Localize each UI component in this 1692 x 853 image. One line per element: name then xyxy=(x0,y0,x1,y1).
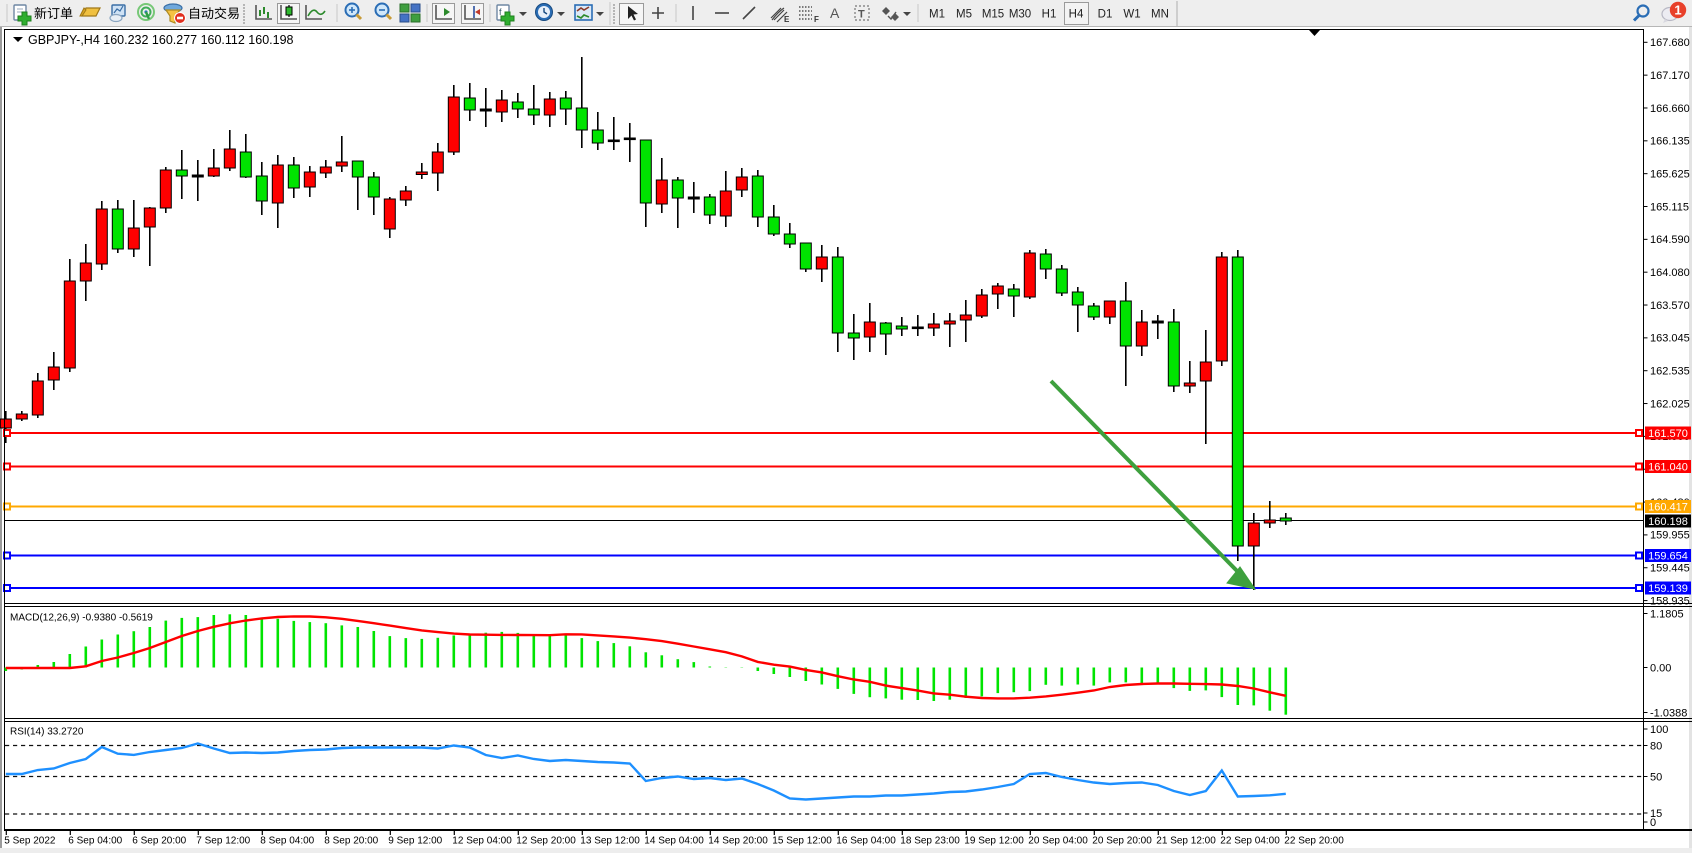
svg-text:M15: M15 xyxy=(982,9,1004,21)
svg-text:167.680: 167.680 xyxy=(1650,37,1690,49)
svg-text:158.935: 158.935 xyxy=(1650,595,1690,607)
svg-text:-1.0388: -1.0388 xyxy=(1650,707,1687,719)
svg-text:6 Sep 20:00: 6 Sep 20:00 xyxy=(132,836,186,847)
svg-text:6 Sep 04:00: 6 Sep 04:00 xyxy=(68,836,122,847)
svg-text:8 Sep 04:00: 8 Sep 04:00 xyxy=(260,836,314,847)
svg-text:161.570: 161.570 xyxy=(1648,428,1688,440)
svg-text:162.025: 162.025 xyxy=(1650,398,1690,410)
svg-text:100: 100 xyxy=(1650,724,1668,736)
svg-text:19 Sep 12:00: 19 Sep 12:00 xyxy=(964,836,1024,847)
svg-text:164.080: 164.080 xyxy=(1650,267,1690,279)
svg-text:MACD(12,26,9) -0.9380 -0.5619: MACD(12,26,9) -0.9380 -0.5619 xyxy=(10,613,153,624)
svg-text:50: 50 xyxy=(1650,771,1662,783)
svg-text:159.445: 159.445 xyxy=(1650,563,1690,575)
svg-text:13 Sep 12:00: 13 Sep 12:00 xyxy=(580,836,640,847)
svg-text:18 Sep 23:00: 18 Sep 23:00 xyxy=(900,836,960,847)
svg-text:162.535: 162.535 xyxy=(1650,366,1690,378)
svg-text:159.139: 159.139 xyxy=(1648,583,1688,595)
svg-text:8 Sep 20:00: 8 Sep 20:00 xyxy=(324,836,378,847)
svg-text:RSI(14) 33.2720: RSI(14) 33.2720 xyxy=(10,727,84,738)
svg-text:7 Sep 12:00: 7 Sep 12:00 xyxy=(196,836,250,847)
svg-text:A: A xyxy=(830,5,840,21)
svg-text:15 Sep 12:00: 15 Sep 12:00 xyxy=(772,836,832,847)
svg-text:20 Sep 20:00: 20 Sep 20:00 xyxy=(1092,836,1152,847)
svg-text:22 Sep 20:00: 22 Sep 20:00 xyxy=(1284,836,1344,847)
svg-text:165.115: 165.115 xyxy=(1650,201,1689,213)
svg-text:5 Sep 2022: 5 Sep 2022 xyxy=(4,836,56,847)
svg-text:M30: M30 xyxy=(1009,9,1031,21)
svg-text:14 Sep 04:00: 14 Sep 04:00 xyxy=(644,836,704,847)
svg-text:H4: H4 xyxy=(1069,9,1084,21)
svg-text:159.654: 159.654 xyxy=(1648,550,1688,562)
svg-text:160.417: 160.417 xyxy=(1648,501,1688,513)
svg-text:MN: MN xyxy=(1151,9,1169,21)
svg-text:12 Sep 04:00: 12 Sep 04:00 xyxy=(452,836,512,847)
svg-text:f: f xyxy=(499,7,502,17)
svg-text:164.590: 164.590 xyxy=(1650,234,1690,246)
svg-text:167.170: 167.170 xyxy=(1650,70,1690,82)
svg-text:16 Sep 04:00: 16 Sep 04:00 xyxy=(836,836,896,847)
svg-text:H1: H1 xyxy=(1042,9,1057,21)
svg-text:F: F xyxy=(814,15,819,24)
svg-text:0.00: 0.00 xyxy=(1650,662,1671,674)
svg-text:165.625: 165.625 xyxy=(1650,168,1690,180)
svg-text:W1: W1 xyxy=(1123,9,1140,21)
svg-text:160.198: 160.198 xyxy=(1648,516,1688,528)
svg-text:159.955: 159.955 xyxy=(1650,530,1690,542)
svg-text:0: 0 xyxy=(1650,817,1656,829)
svg-text:21 Sep 12:00: 21 Sep 12:00 xyxy=(1156,836,1216,847)
svg-text:9 Sep 12:00: 9 Sep 12:00 xyxy=(388,836,442,847)
svg-text:14 Sep 20:00: 14 Sep 20:00 xyxy=(708,836,768,847)
svg-text:12 Sep 20:00: 12 Sep 20:00 xyxy=(516,836,576,847)
svg-text:E: E xyxy=(784,15,790,24)
svg-text:M5: M5 xyxy=(956,9,972,21)
svg-text:163.570: 163.570 xyxy=(1650,300,1690,312)
svg-text:161.040: 161.040 xyxy=(1648,461,1688,473)
svg-text:M1: M1 xyxy=(929,9,945,21)
svg-text:166.660: 166.660 xyxy=(1650,103,1690,115)
svg-text:D1: D1 xyxy=(1098,9,1113,21)
svg-text:163.045: 163.045 xyxy=(1650,333,1690,345)
svg-text:80: 80 xyxy=(1650,740,1662,752)
svg-text:20 Sep 04:00: 20 Sep 04:00 xyxy=(1028,836,1088,847)
svg-text:22 Sep 04:00: 22 Sep 04:00 xyxy=(1220,836,1280,847)
svg-text:15: 15 xyxy=(1650,808,1662,820)
svg-text:166.135: 166.135 xyxy=(1650,136,1690,148)
svg-text:T: T xyxy=(858,9,865,21)
svg-text:GBPJPY-,H4 160.232 160.277 16: GBPJPY-,H4 160.232 160.277 160.112 160.1… xyxy=(28,33,294,47)
svg-text:1.1805: 1.1805 xyxy=(1650,608,1684,620)
svg-text:1: 1 xyxy=(1674,3,1681,18)
